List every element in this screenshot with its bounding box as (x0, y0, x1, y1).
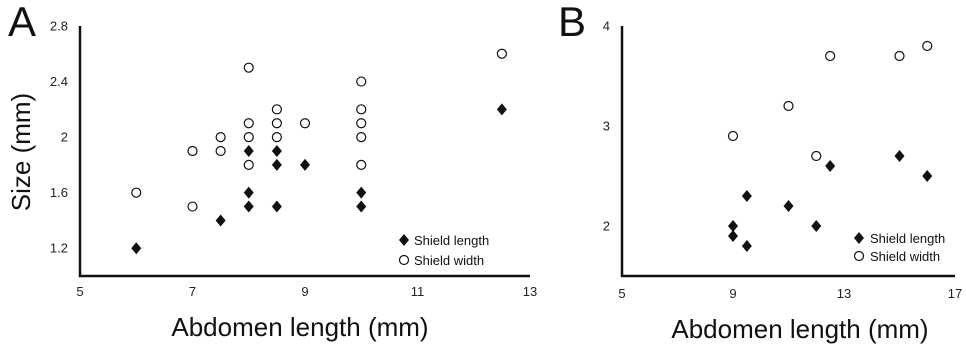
panel-b-y-tick-label: 2 (603, 219, 610, 234)
panel-b-shield-width-point (825, 50, 836, 62)
panel-a-y-tick-label: 1.2 (50, 241, 68, 256)
panel-a-chart: A Size (mm) Abdomen length (mm) 5 7 9 11 13 1… (6, 0, 537, 342)
panel-a-shield-length-point (496, 103, 507, 116)
panel-a-label: A (8, 0, 36, 45)
panel-b-chart: B Abdomen length (mm) 5 9 13 17 2 3 4 Shield l… (558, 0, 962, 344)
panel-a-legend: Shield length Shield width (398, 233, 489, 268)
panel-a-ticks: 5 7 9 11 13 1.2 1.6 2 2.4 2.8 (50, 19, 537, 300)
panel-b-x-tick-label: 13 (837, 286, 851, 301)
panel-a-x-tick-label: 13 (523, 284, 537, 299)
panel-a-y-axis-title: Size (mm) (6, 93, 36, 211)
panel-a-shield-width-point (243, 132, 254, 143)
panel-b-shield-length-point (922, 170, 933, 182)
panel-b-x-tick-label: 17 (948, 286, 962, 301)
panel-b-points (727, 40, 933, 252)
panel-b-ticks: 5 9 13 17 2 3 4 (603, 19, 962, 302)
panel-a-x-axis-title: Abdomen length (mm) (171, 312, 428, 342)
panel-a-shield-width-point (243, 62, 254, 73)
panel-a-shield-width-point (356, 132, 367, 143)
legend-diamond-icon (399, 234, 409, 246)
panel-a-y-tick-label: 2 (61, 130, 68, 145)
panel-b-shield-width-point (727, 130, 739, 142)
panel-a-axes (78, 26, 530, 278)
panel-a-x-tick-label: 7 (189, 284, 196, 299)
panel-b-shield-length-point (894, 150, 905, 162)
panel-a-shield-width-point (187, 201, 198, 212)
panel-a-shield-width-point (356, 159, 367, 170)
panel-a-shield-length-point (215, 214, 226, 227)
panel-a-y-tick-label: 1.6 (50, 185, 68, 200)
panel-b-y-tick-label: 3 (603, 119, 610, 134)
panel-a-shield-width-point (271, 104, 282, 115)
panel-a-shield-length-point (271, 158, 282, 171)
panel-a-legend-shield-length: Shield length (414, 233, 489, 248)
panel-a-shield-width-point (356, 76, 367, 87)
panel-a-points (131, 48, 507, 255)
panel-a-shield-width-point (187, 145, 198, 157)
panel-b-shield-length-point (728, 220, 738, 232)
panel-a-shield-width-point (496, 48, 507, 59)
panel-b-legend-shield-width: Shield width (870, 249, 940, 264)
panel-b-shield-length-point (741, 240, 752, 252)
panel-b-shield-length-point (741, 190, 752, 202)
panel-a-y-tick-label: 2.4 (50, 74, 68, 89)
panel-a-shield-width-point (356, 104, 367, 115)
panel-a-shield-length-point (243, 200, 254, 213)
panel-a-shield-length-point (243, 145, 254, 157)
panel-b-legend-shield-length: Shield length (870, 231, 945, 246)
panel-b-shield-width-point (783, 100, 794, 112)
panel-a-shield-width-point (271, 132, 282, 143)
legend-circle-icon (398, 254, 410, 266)
panel-b-label: B (558, 0, 586, 45)
panel-a-shield-length-point (356, 200, 367, 213)
panel-b-axes (620, 26, 955, 278)
panel-b-shield-width-point (922, 40, 933, 52)
panel-a-shield-width-point (243, 159, 254, 170)
panel-a-y-tick-label: 2.8 (50, 19, 68, 34)
panel-b-shield-length-point (825, 160, 836, 172)
panel-b-shield-length-point (811, 220, 822, 232)
panel-a-shield-width-point (215, 145, 226, 157)
panel-a-shield-length-point (243, 186, 254, 199)
panel-a-x-tick-label: 11 (411, 284, 425, 299)
panel-b-x-axis-title: Abdomen length (mm) (671, 314, 928, 344)
panel-a-shield-length-point (271, 145, 282, 157)
panel-a-legend-shield-width: Shield width (414, 253, 484, 268)
legend-circle-icon (853, 250, 865, 262)
panel-b-x-tick-label: 9 (729, 286, 736, 301)
panel-a-x-tick-label: 5 (76, 284, 83, 299)
panel-a-shield-width-point (356, 118, 367, 129)
panel-b-shield-width-point (811, 150, 822, 162)
panel-a-shield-width-point (271, 118, 282, 129)
panel-b-legend: Shield length Shield width (853, 231, 945, 264)
panel-a-shield-length-point (131, 242, 142, 255)
panel-b-y-tick-label: 4 (603, 19, 610, 34)
panel-a-shield-length-point (356, 186, 367, 199)
panel-a-shield-length-point (300, 158, 310, 171)
panel-a-shield-length-point (271, 200, 282, 213)
panel-a-shield-width-point (299, 118, 311, 129)
panel-b-shield-width-point (894, 50, 905, 62)
legend-diamond-icon (854, 232, 864, 244)
panel-a-shield-width-point (243, 118, 254, 129)
panel-a-x-tick-label: 9 (301, 284, 308, 299)
panel-a-shield-width-point (131, 187, 142, 198)
panel-b-x-tick-label: 5 (618, 286, 625, 301)
panel-a-shield-width-point (215, 132, 226, 143)
panel-b-shield-length-point (783, 200, 794, 212)
panel-b-shield-length-point (728, 230, 738, 242)
